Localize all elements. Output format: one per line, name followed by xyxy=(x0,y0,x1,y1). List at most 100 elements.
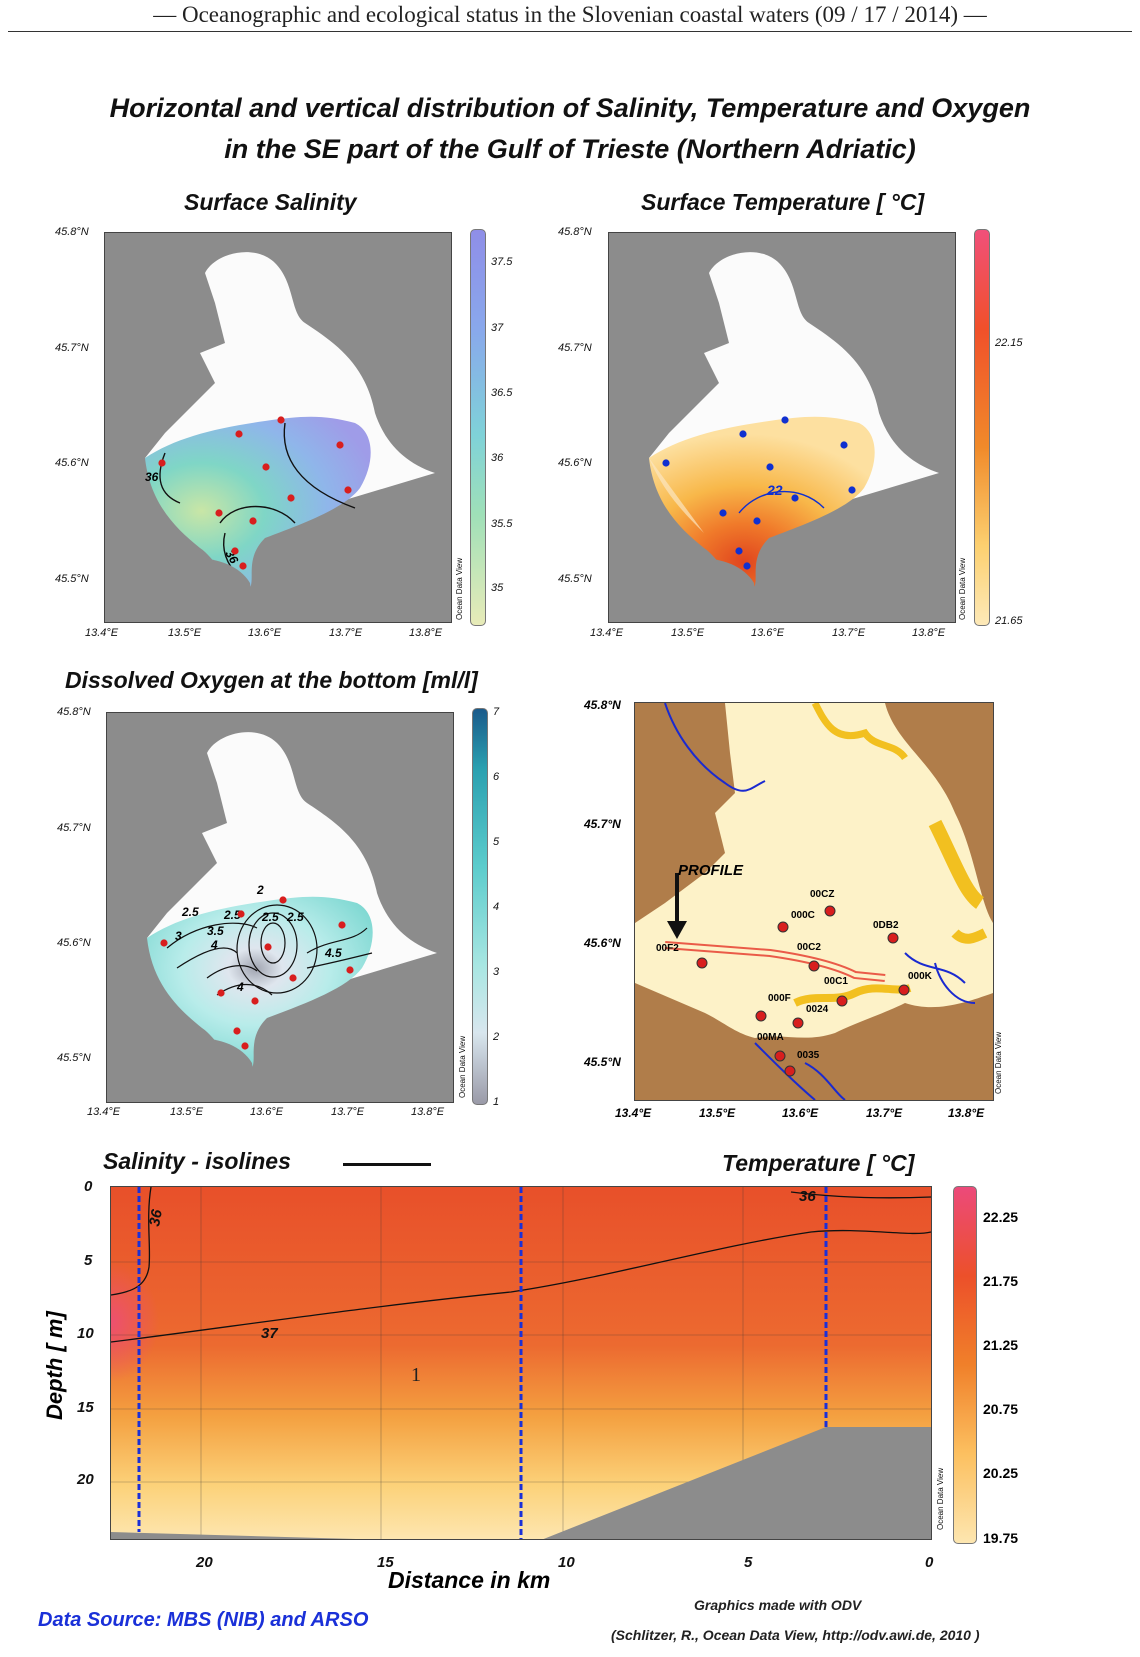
lon-tick: 13.7°E xyxy=(329,627,363,639)
colorbar-tick: 20.75 xyxy=(983,1401,1019,1417)
lat-tick: 45.7°N xyxy=(55,342,89,354)
station-marker xyxy=(766,463,774,471)
colorbar-tick: 20.25 xyxy=(983,1465,1019,1481)
lon-tick: 13.6°E xyxy=(751,627,785,639)
station-label: 000C xyxy=(791,910,815,921)
header-rule xyxy=(8,31,1132,32)
lon-tick: 13.8°E xyxy=(912,627,946,639)
station-marker xyxy=(237,910,245,918)
section-isoline-label: 37 xyxy=(261,1325,278,1342)
station-marker xyxy=(784,1065,796,1077)
station-marker xyxy=(336,441,344,449)
station-label: 00C2 xyxy=(797,942,821,953)
colorbar-tick: 22.25 xyxy=(983,1209,1019,1225)
depth-tick: 10 xyxy=(77,1325,94,1342)
figure-title-line1: Horizontal and vertical distribution of … xyxy=(109,93,1031,123)
oxygen-isoline-label: 4.5 xyxy=(324,946,342,960)
lat-tick: 45.7°N xyxy=(57,822,91,834)
lon-tick: 13.8°E xyxy=(948,1106,985,1120)
distance-tick: 15 xyxy=(377,1554,394,1571)
oxygen-isoline-label: 4 xyxy=(210,938,218,952)
station-marker xyxy=(887,932,899,944)
lon-tick: 13.7°E xyxy=(331,1106,365,1118)
oxygen-isoline-label: 3.5 xyxy=(207,924,224,938)
station-marker xyxy=(662,459,670,467)
station-marker xyxy=(262,463,270,471)
station-marker xyxy=(739,430,747,438)
lat-tick: 45.8°N xyxy=(584,698,621,712)
salinity-map: 36 36 xyxy=(104,232,452,623)
distance-tick: 10 xyxy=(558,1554,575,1571)
section-colorbar xyxy=(953,1186,977,1544)
station-marker xyxy=(781,416,789,424)
running-header: — Oceanographic and ecological status in… xyxy=(153,2,987,27)
colorbar-tick: 36.5 xyxy=(491,387,513,399)
station-marker xyxy=(755,1010,767,1022)
odv-watermark: Ocean Data View xyxy=(958,557,967,620)
station-marker xyxy=(344,486,352,494)
station-marker xyxy=(235,430,243,438)
lat-tick: 45.5°N xyxy=(55,573,89,585)
station-marker xyxy=(160,939,168,947)
lon-tick: 13.4°E xyxy=(615,1106,652,1120)
lon-tick: 13.7°E xyxy=(866,1106,903,1120)
odv-citation: (Schlitzer, R., Ocean Data View, http://… xyxy=(611,1627,980,1643)
lat-tick: 45.7°N xyxy=(584,817,621,831)
lat-tick: 45.5°N xyxy=(57,1052,91,1064)
station-label: 00C1 xyxy=(824,976,848,987)
station-marker xyxy=(743,562,751,570)
odv-watermark: Ocean Data View xyxy=(458,1035,467,1098)
temperature-isoline-label: 22 xyxy=(766,482,783,498)
lon-tick: 13.6°E xyxy=(782,1106,819,1120)
oxygen-panel-title: Dissolved Oxygen at the bottom [ml/l] xyxy=(65,667,478,693)
lat-tick: 45.8°N xyxy=(57,706,91,718)
lon-tick: 13.4°E xyxy=(590,627,624,639)
lon-tick: 13.8°E xyxy=(409,627,443,639)
salinity-isoline-label: 36 xyxy=(145,470,159,484)
station-marker xyxy=(264,943,272,951)
temperature-panel-title: Surface Temperature [ °C] xyxy=(641,189,925,215)
lon-tick: 13.5°E xyxy=(170,1106,204,1118)
lat-tick: 45.5°N xyxy=(584,1055,621,1069)
colorbar-tick: 4 xyxy=(493,901,500,913)
section-isoline-label: 36 xyxy=(146,1208,166,1228)
colorbar-tick: 2 xyxy=(493,1031,500,1043)
odv-watermark: Ocean Data View xyxy=(455,557,464,620)
distance-tick: 20 xyxy=(196,1554,213,1571)
odv-watermark: Ocean Data View xyxy=(994,1031,1003,1094)
lat-tick: 45.6°N xyxy=(584,936,621,950)
figure-title-line2: in the SE part of the Gulf of Trieste (N… xyxy=(224,134,916,164)
colorbar-tick: 21.75 xyxy=(983,1273,1019,1289)
profile-label: PROFILE xyxy=(678,862,744,879)
station-marker xyxy=(217,989,225,997)
station-marker xyxy=(719,509,727,517)
depth-tick: 15 xyxy=(77,1399,94,1416)
lat-tick: 45.7°N xyxy=(558,342,592,354)
colorbar-tick: 21.25 xyxy=(983,1337,1019,1353)
station-marker xyxy=(792,1017,804,1029)
station-map xyxy=(634,702,994,1101)
lon-tick: 13.4°E xyxy=(87,1106,121,1118)
colorbar-tick: 5 xyxy=(493,836,500,848)
depth-tick: 0 xyxy=(84,1178,93,1195)
depth-tick: 5 xyxy=(84,1252,93,1269)
section-plot: 37 36 36 1 xyxy=(110,1186,932,1540)
station-marker xyxy=(791,494,799,502)
salinity-colorbar xyxy=(470,229,486,626)
station-marker xyxy=(338,921,346,929)
colorbar-tick: 6 xyxy=(493,771,500,783)
salinity-isolines-label: Salinity - isolines xyxy=(103,1148,291,1174)
oxygen-isoline-label: 2.5 xyxy=(261,910,279,924)
station-marker xyxy=(251,997,259,1005)
station-marker xyxy=(346,966,354,974)
lat-tick: 45.6°N xyxy=(55,457,89,469)
section-temperature-label: Temperature [ °C] xyxy=(722,1150,915,1176)
station-marker xyxy=(840,441,848,449)
station-marker xyxy=(215,509,223,517)
station-label: 0035 xyxy=(797,1050,820,1061)
station-label: 000F xyxy=(768,993,791,1004)
section-xlabel: Distance in km xyxy=(388,1567,551,1593)
station-label: 0024 xyxy=(806,1004,829,1015)
station-marker xyxy=(808,960,820,972)
oxygen-isoline-label: 2.5 xyxy=(286,910,304,924)
